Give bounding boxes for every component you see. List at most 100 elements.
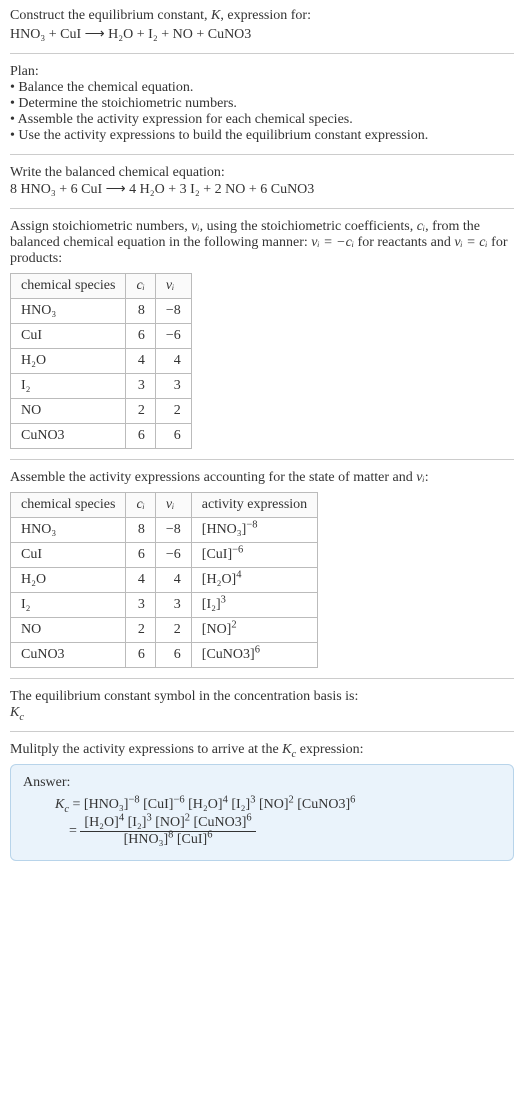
col-nui: νᵢ: [155, 493, 191, 518]
cell-nu: 4: [155, 568, 191, 593]
table-row: H₂O44[H₂O]4: [11, 568, 318, 593]
base: [I₂]: [231, 797, 250, 812]
base: [H₂O]: [202, 572, 236, 587]
cell-nu: 3: [155, 374, 191, 399]
base: [H₂O]: [188, 797, 222, 812]
base: [H₂O]: [84, 815, 118, 830]
col-ci: cᵢ: [126, 274, 155, 299]
cell-activity: [CuI]−6: [191, 543, 317, 568]
exp: −8: [128, 794, 139, 805]
term: [NO]2: [259, 797, 294, 812]
table-row: CuI6−6: [11, 324, 192, 349]
base: [I₂]: [202, 597, 221, 612]
base: [CuI]: [177, 832, 207, 847]
divider: [10, 154, 514, 155]
base: [CuNO3]: [194, 815, 247, 830]
exp: 2: [289, 794, 294, 805]
cell-activity: [H₂O]4: [191, 568, 317, 593]
exp: −6: [232, 544, 243, 555]
exp: −8: [246, 519, 257, 530]
text: Assign stoichiometric numbers,: [10, 219, 191, 234]
relation: νᵢ = −cᵢ: [311, 235, 354, 250]
table-row: NO22[NO]2: [11, 618, 318, 643]
nu-i: νᵢ: [416, 470, 424, 485]
col-species: chemical species: [11, 274, 126, 299]
cell-activity: [HNO₃]−8: [191, 518, 317, 543]
activity-intro: Assemble the activity expressions accoun…: [10, 470, 514, 486]
kc-symbol: Kc: [10, 705, 514, 721]
cell-activity: [CuNO3]6: [191, 643, 317, 668]
exp: 6: [207, 829, 212, 840]
base: [CuI]: [202, 547, 232, 562]
kc-k: K: [10, 705, 19, 720]
table-header-row: chemical species cᵢ νᵢ: [11, 274, 192, 299]
table-header-row: chemical species cᵢ νᵢ activity expressi…: [11, 493, 318, 518]
exp: 6: [255, 644, 260, 655]
c-i: cᵢ: [417, 219, 425, 234]
plan-item: • Determine the stoichiometric numbers.: [10, 96, 514, 112]
term: [I₂]3: [231, 797, 255, 812]
equals: =: [69, 824, 80, 839]
cell-c: 2: [126, 399, 155, 424]
cell-species: H₂O: [11, 568, 126, 593]
divider: [10, 208, 514, 209]
cell-species: CuNO3: [11, 424, 126, 449]
exp: −6: [173, 794, 184, 805]
cell-species: HNO₃: [11, 518, 126, 543]
table-row: CuI6−6[CuI]−6: [11, 543, 318, 568]
kc-symbol-section: The equilibrium constant symbol in the c…: [10, 689, 514, 721]
cell-nu: 6: [155, 643, 191, 668]
col-nui: νᵢ: [155, 274, 191, 299]
cell-c: 6: [126, 643, 155, 668]
term: [H₂O]4: [84, 815, 124, 830]
exp: 6: [246, 812, 251, 823]
base: [NO]: [202, 622, 232, 637]
text: expression:: [296, 742, 363, 757]
title-prefix: Construct the equilibrium constant,: [10, 8, 211, 23]
balanced-section: Write the balanced chemical equation: 8 …: [10, 165, 514, 198]
stoich-table: chemical species cᵢ νᵢ HNO₃8−8 CuI6−6 H₂…: [10, 273, 192, 449]
cell-nu: 4: [155, 349, 191, 374]
kc-symbol-line: The equilibrium constant symbol in the c…: [10, 689, 514, 705]
text: Assemble the activity expressions accoun…: [10, 470, 416, 485]
title-k: K: [211, 8, 220, 23]
text: :: [425, 470, 429, 485]
exp: 3: [250, 794, 255, 805]
cell-species: H₂O: [11, 349, 126, 374]
text: Mulitply the activity expressions to arr…: [10, 742, 282, 757]
cell-c: 6: [126, 324, 155, 349]
base: [I₂]: [128, 815, 147, 830]
equals: =: [69, 797, 84, 812]
base: [NO]: [155, 815, 185, 830]
term: [CuNO3]6: [297, 797, 355, 812]
cell-nu: 3: [155, 593, 191, 618]
plan-item: • Balance the chemical equation.: [10, 80, 514, 96]
base: [CuI]: [143, 797, 173, 812]
text: , using the stoichiometric coefficients,: [200, 219, 417, 234]
table-row: H₂O44: [11, 349, 192, 374]
cell-c: 8: [126, 299, 155, 324]
cell-activity: [I₂]3: [191, 593, 317, 618]
term: [CuI]6: [177, 832, 213, 847]
cell-c: 4: [126, 349, 155, 374]
exp: 8: [168, 829, 173, 840]
exp: 3: [146, 812, 151, 823]
term: [CuNO3]6: [194, 815, 252, 830]
table-row: HNO₃8−8[HNO₃]−8: [11, 518, 318, 543]
base: [HNO₃]: [124, 832, 169, 847]
kc-sub: c: [19, 712, 24, 723]
answer-box: Answer: Kc = [HNO₃]−8 [CuI]−6 [H₂O]4 [I₂…: [10, 764, 514, 861]
cell-species: HNO₃: [11, 299, 126, 324]
base: [NO]: [259, 797, 289, 812]
cell-nu: 2: [155, 618, 191, 643]
divider: [10, 53, 514, 54]
divider: [10, 731, 514, 732]
cell-c: 6: [126, 543, 155, 568]
cell-nu: −6: [155, 324, 191, 349]
multiply-section: Mulitply the activity expressions to arr…: [10, 742, 514, 758]
cell-species: NO: [11, 618, 126, 643]
term: [HNO₃]−8: [84, 797, 140, 812]
text: for reactants and: [354, 235, 454, 250]
table-row: HNO₃8−8: [11, 299, 192, 324]
kc-k: K: [55, 797, 64, 812]
